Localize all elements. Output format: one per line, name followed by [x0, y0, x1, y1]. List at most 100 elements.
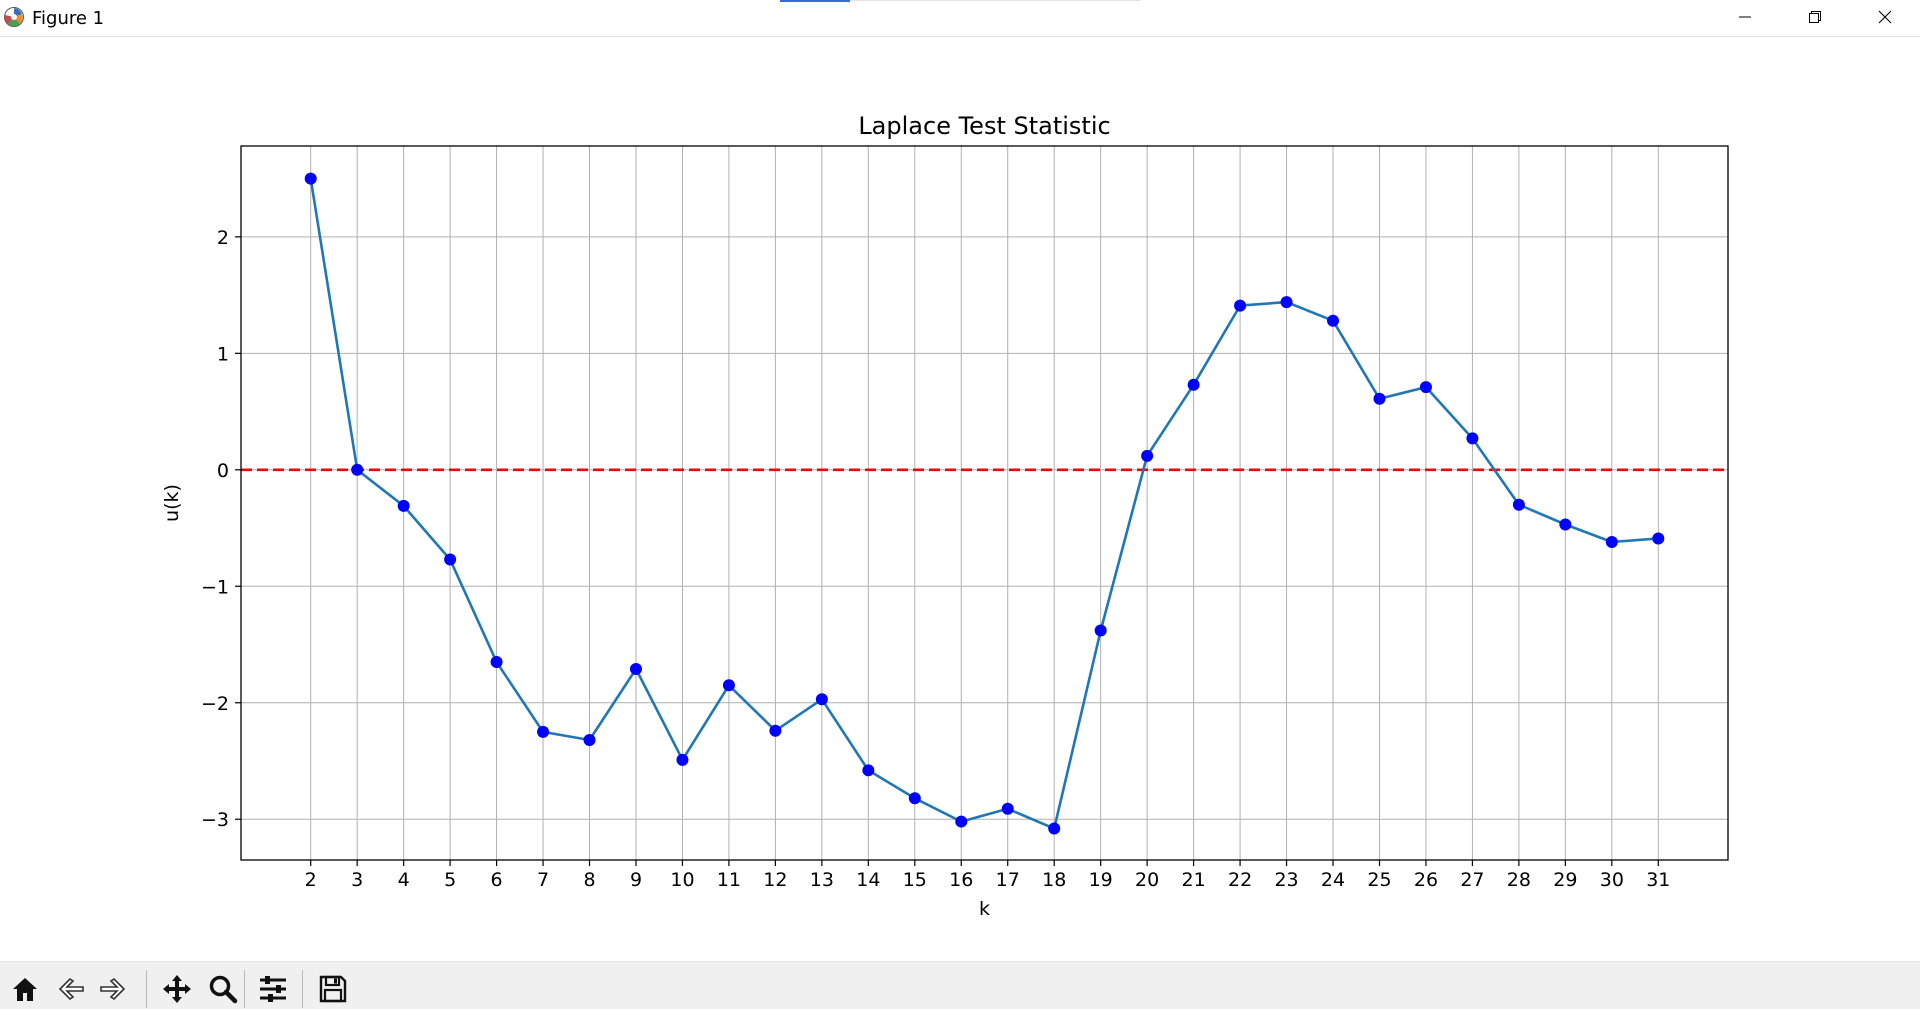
toolbar-separator [244, 970, 245, 1008]
x-tick-label: 8 [583, 869, 595, 891]
configure-subplots-button[interactable] [254, 970, 292, 1008]
x-tick-label: 16 [949, 869, 973, 891]
data-point [583, 734, 596, 747]
data-point [629, 662, 642, 675]
data-point [1141, 449, 1154, 462]
x-tick-label: 17 [996, 869, 1020, 891]
x-tick-label: 27 [1460, 869, 1484, 891]
data-point [1559, 518, 1572, 531]
configure-subplots-icon [260, 976, 286, 1002]
data-point [304, 172, 317, 185]
data-point [1605, 536, 1618, 549]
back-button[interactable] [52, 970, 90, 1008]
x-tick-label: 4 [398, 869, 410, 891]
x-tick-label: 10 [670, 869, 694, 891]
data-point [1234, 299, 1247, 312]
data-point [1373, 392, 1386, 405]
data-point [676, 753, 689, 766]
x-tick-label: 19 [1089, 869, 1113, 891]
x-tick-label: 23 [1274, 869, 1298, 891]
title-accent-track [850, 0, 1140, 1]
x-tick-label: 18 [1042, 869, 1066, 891]
matplotlib-logo-icon [4, 7, 24, 27]
save-icon [319, 975, 347, 1003]
close-icon [1878, 10, 1892, 24]
data-point [815, 693, 828, 706]
series-line [309, 178, 1659, 830]
x-axis-label: k [979, 898, 990, 920]
back-icon [58, 977, 84, 1001]
title-accent-bar [780, 0, 850, 2]
minimize-button[interactable] [1710, 0, 1780, 34]
x-tick-label: 5 [444, 869, 456, 891]
save-button[interactable] [314, 970, 352, 1008]
x-tick-label: 26 [1414, 869, 1438, 891]
toolbar-separator [146, 970, 147, 1008]
x-tick-label: 30 [1600, 869, 1624, 891]
data-point [397, 499, 410, 512]
x-tick-label: 31 [1646, 869, 1670, 891]
y-tick-label: 0 [217, 460, 229, 482]
close-button[interactable] [1850, 0, 1920, 34]
zoom-button[interactable] [204, 970, 242, 1008]
title-bar: Figure 1 [0, 0, 1920, 37]
data-point [1280, 296, 1293, 309]
data-point [1001, 802, 1014, 815]
window-title: Figure 1 [32, 8, 105, 29]
navigation-toolbar [0, 961, 1920, 1009]
home-button[interactable] [6, 970, 44, 1008]
restore-icon [1809, 11, 1821, 23]
x-tick-label: 21 [1182, 869, 1206, 891]
y-axis-label: u(k) [161, 484, 183, 522]
x-tick-label: 24 [1321, 869, 1345, 891]
x-tick-label: 11 [717, 869, 741, 891]
x-tick-label: 6 [491, 869, 503, 891]
x-tick-label: 20 [1135, 869, 1159, 891]
restore-button[interactable] [1780, 0, 1850, 34]
y-tick-layer: 2 1 0 −1 −2 −3 [201, 227, 241, 831]
forward-icon [100, 977, 126, 1001]
y-tick-label: 1 [217, 343, 229, 365]
x-tick-label: 13 [810, 869, 834, 891]
data-point [1327, 314, 1340, 327]
minimize-icon [1739, 16, 1751, 18]
x-tick-label: 9 [630, 869, 642, 891]
y-tick-label: −1 [201, 576, 229, 598]
pan-button[interactable] [158, 970, 196, 1008]
data-point [722, 679, 735, 692]
data-point [444, 553, 457, 566]
pan-icon [163, 975, 191, 1003]
data-point [1419, 381, 1432, 394]
y-tick-label: −2 [201, 693, 229, 715]
x-tick-label: 22 [1228, 869, 1252, 891]
x-tick-label: 7 [537, 869, 549, 891]
data-point [351, 463, 364, 476]
data-point [1652, 532, 1665, 545]
data-point [1466, 432, 1479, 445]
x-tick-label: 25 [1367, 869, 1391, 891]
data-point [490, 655, 503, 668]
point-layer [304, 172, 1665, 835]
axes-frame [240, 145, 1729, 861]
x-tick-label: 2 [305, 869, 317, 891]
data-point [908, 792, 921, 805]
data-point [1094, 624, 1107, 637]
figure-canvas[interactable]: 2 3 4 5 6 7 8 9 10 11 12 13 14 15 16 17 18 19 20 21 22 23 24 25… [0, 37, 1920, 961]
zoom-icon [209, 975, 238, 1004]
x-tick-label: 15 [903, 869, 927, 891]
x-tick-label: 28 [1507, 869, 1531, 891]
x-tick-label: 14 [856, 869, 880, 891]
y-tick-label: 2 [217, 227, 229, 249]
data-point [862, 764, 875, 777]
data-point [537, 725, 550, 738]
x-tick-label: 12 [763, 869, 787, 891]
x-tick-label: 3 [351, 869, 363, 891]
data-point [1048, 822, 1061, 835]
forward-button[interactable] [94, 970, 132, 1008]
data-point [1187, 378, 1200, 391]
series-layer [309, 178, 1659, 830]
x-tick-label: 29 [1553, 869, 1577, 891]
laplace-chart: 2 3 4 5 6 7 8 9 10 11 12 13 14 15 16 17 18 19 20 21 22 23 24 25… [161, 112, 1729, 920]
y-tick-label: −3 [201, 809, 229, 831]
